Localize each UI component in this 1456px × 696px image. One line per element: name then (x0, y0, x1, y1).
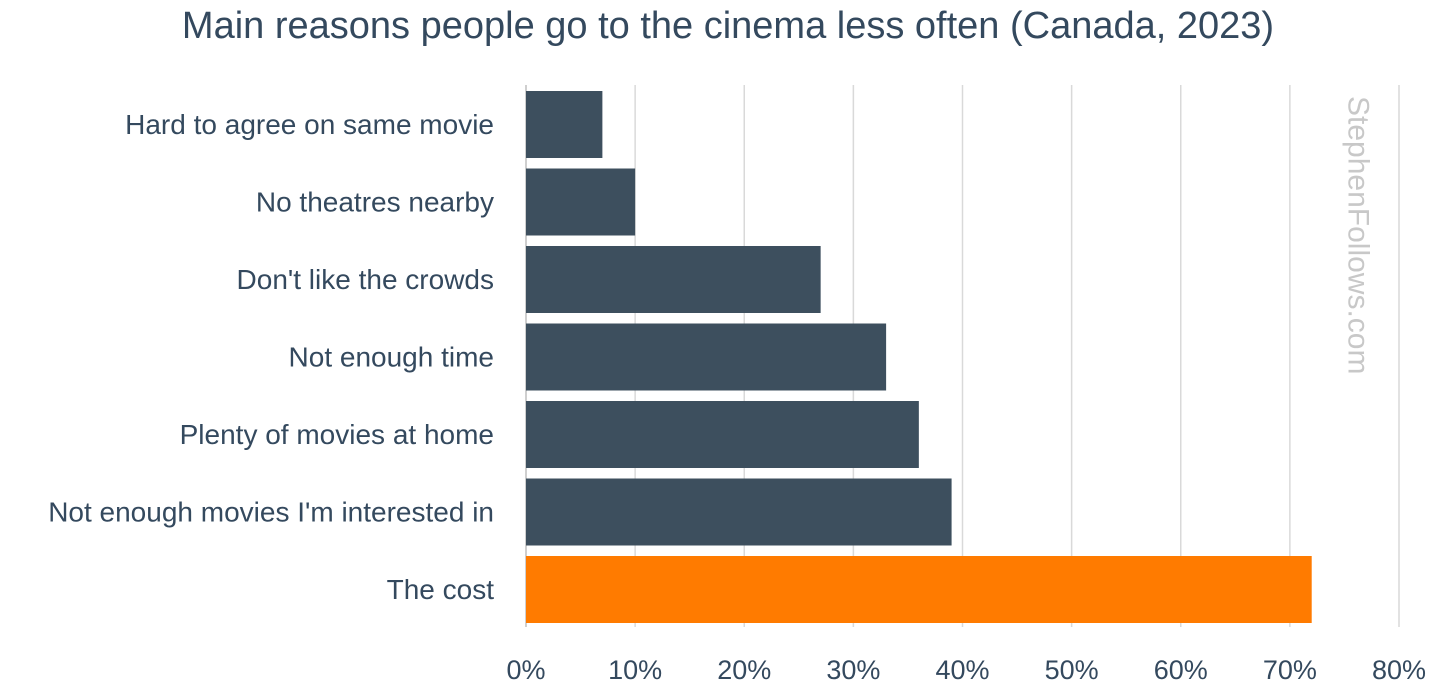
x-tick-label: 80% (1372, 655, 1426, 685)
bar (526, 246, 821, 313)
category-label: Hard to agree on same movie (125, 109, 494, 140)
bar (526, 478, 952, 546)
x-tick-label: 10% (608, 655, 662, 685)
x-tick-label: 0% (506, 655, 545, 685)
category-label: Don't like the crowds (237, 264, 494, 295)
bar (526, 556, 1312, 623)
category-label: Not enough time (289, 342, 494, 373)
x-tick-label: 50% (1045, 655, 1099, 685)
category-label: The cost (387, 574, 495, 605)
x-tick-label: 70% (1263, 655, 1317, 685)
watermark: StephenFollows.com (1342, 96, 1375, 374)
chart-title: Main reasons people go to the cinema les… (181, 5, 1275, 47)
category-label: No theatres nearby (256, 187, 494, 218)
x-tick-label: 30% (826, 655, 880, 685)
x-axis-ticks: 0% 10% 20% 30% 40% 50% 60% 70% 80% (506, 655, 1426, 685)
category-label: Plenty of movies at home (180, 419, 494, 450)
x-tick-label: 60% (1154, 655, 1208, 685)
x-tick-label: 40% (935, 655, 989, 685)
bar (526, 323, 887, 391)
bar (526, 168, 636, 236)
bars (526, 91, 1312, 623)
bar (526, 91, 603, 158)
x-tick-label: 20% (717, 655, 771, 685)
bar (526, 401, 919, 468)
category-labels: Hard to agree on same movie No theatres n… (48, 109, 494, 605)
category-label: Not enough movies I'm interested in (48, 497, 494, 528)
